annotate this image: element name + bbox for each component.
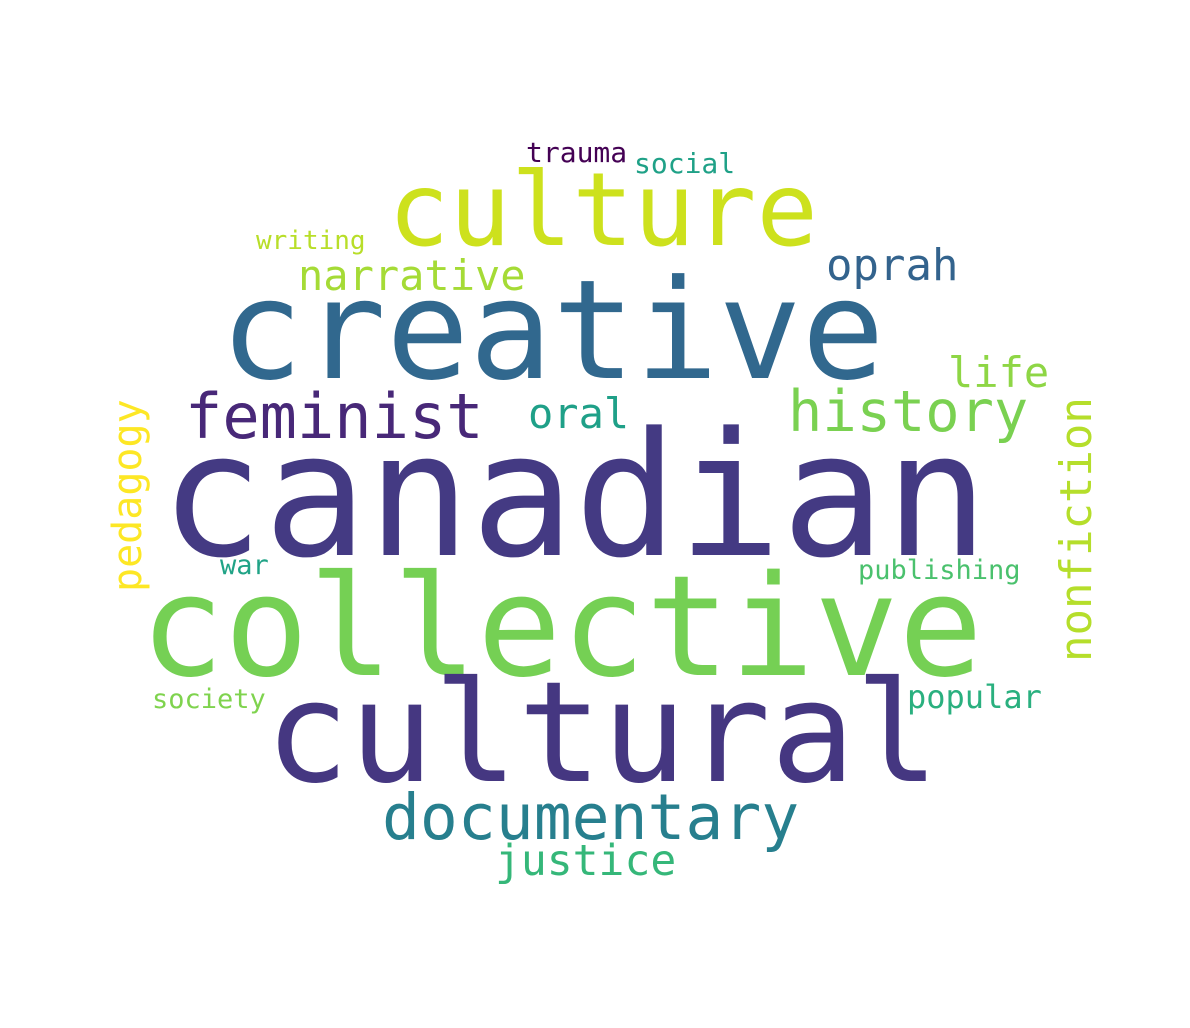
- word-culture: culture: [388, 151, 818, 270]
- word-oprah: oprah: [826, 240, 959, 291]
- word-canadian: canadian: [160, 395, 989, 596]
- word-trauma: trauma: [526, 136, 628, 169]
- word-creative: creative: [220, 250, 885, 411]
- word-narrative: narrative: [298, 251, 526, 300]
- word-oral: oral: [528, 389, 630, 438]
- word-social: social: [634, 147, 736, 180]
- word-justice: justice: [495, 836, 677, 886]
- word-society: society: [152, 684, 266, 715]
- word-history: history: [788, 379, 1029, 445]
- word-documentary: documentary: [382, 781, 800, 854]
- word-writing: writing: [256, 226, 366, 256]
- word-publishing: publishing: [858, 555, 1021, 586]
- word-collective: collective: [140, 546, 983, 709]
- word-pedagogy: pedagogy: [105, 399, 151, 592]
- word-life: life: [948, 348, 1050, 397]
- word-popular: popular: [907, 678, 1042, 716]
- word-war: war: [220, 550, 269, 581]
- word-nonfiction: nonfiction: [1051, 397, 1102, 662]
- word-cultural: cultural: [265, 652, 940, 815]
- word-feminist: feminist: [185, 380, 484, 453]
